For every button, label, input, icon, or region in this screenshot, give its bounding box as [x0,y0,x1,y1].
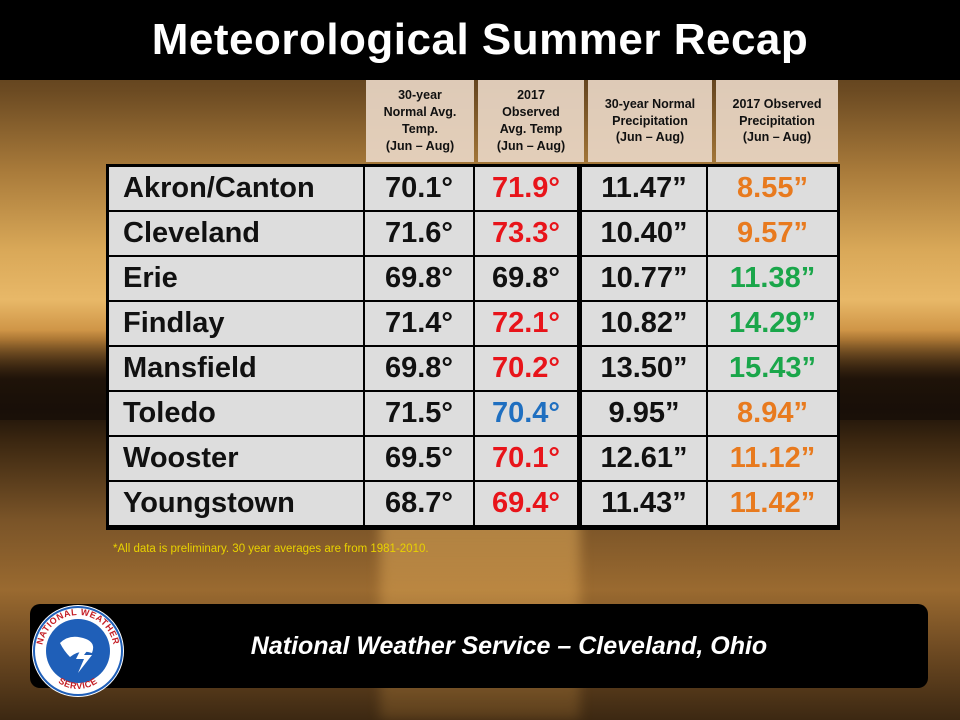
table-row: Mansfield 69.8° 70.2° 13.50” 15.43” [109,347,837,391]
normal-temp-cell: 70.1° [365,167,475,210]
city-cell: Wooster [109,437,365,480]
observed-precip-cell: 11.38” [708,257,837,300]
city-cell: Youngstown [109,482,365,525]
city-cell: Findlay [109,302,365,345]
normal-precip-cell: 11.47” [582,167,708,210]
header-normal-precip: 30-year Normal Precipitation (Jun – Aug) [588,80,712,162]
table-row: Erie 69.8° 69.8° 10.77” 11.38” [109,257,837,301]
city-cell: Mansfield [109,347,365,390]
header-observed-temp: 2017 Observed Avg. Temp (Jun – Aug) [478,80,584,162]
nws-logo-icon: NATIONAL WEATHER SERVICE [32,605,124,697]
table-row: Findlay 71.4° 72.1° 10.82” 14.29” [109,302,837,346]
header-observed-precip: 2017 Observed Precipitation (Jun – Aug) [716,80,838,162]
observed-precip-cell: 11.12” [708,437,837,480]
header-normal-temp: 30-year Normal Avg. Temp. (Jun – Aug) [366,80,474,162]
observed-precip-cell: 11.42” [708,482,837,525]
data-note: *All data is preliminary. 30 year averag… [113,543,429,555]
footer-text: National Weather Service – Cleveland, Oh… [250,631,768,660]
title-bar: Meteorological Summer Recap [0,0,960,80]
observed-precip-cell: 15.43” [708,347,837,390]
normal-temp-cell: 69.8° [365,347,475,390]
city-cell: Toledo [109,392,365,435]
logo-text-bottom: SERVICE [57,676,99,691]
observed-temp-cell: 71.9° [475,167,582,210]
normal-precip-cell: 9.95” [582,392,708,435]
observed-temp-cell: 70.1° [475,437,582,480]
normal-precip-cell: 10.77” [582,257,708,300]
normal-temp-cell: 69.8° [365,257,475,300]
normal-temp-cell: 69.5° [365,437,475,480]
observed-precip-cell: 8.94” [708,392,837,435]
city-cell: Akron/Canton [109,167,365,210]
observed-precip-cell: 9.57” [708,212,837,255]
normal-temp-cell: 68.7° [365,482,475,525]
table-row: Youngstown 68.7° 69.4° 11.43” 11.42” [109,482,837,526]
observed-precip-cell: 14.29” [708,302,837,345]
city-cell: Erie [109,257,365,300]
observed-precip-cell: 8.55” [708,167,837,210]
normal-precip-cell: 10.40” [582,212,708,255]
page-title: Meteorological Summer Recap [151,15,809,64]
header-observed-precip-label: 2017 Observed Precipitation (Jun – Aug) [732,96,822,145]
normal-temp-cell: 71.6° [365,212,475,255]
svg-text:SERVICE: SERVICE [57,676,99,691]
header-observed-temp-label: 2017 Observed Avg. Temp (Jun – Aug) [496,88,566,153]
observed-temp-cell: 69.4° [475,482,582,525]
normal-precip-cell: 13.50” [582,347,708,390]
observed-temp-cell: 72.1° [475,302,582,345]
table-row: Wooster 69.5° 70.1° 12.61” 11.12” [109,437,837,481]
city-cell: Cleveland [109,212,365,255]
header-normal-precip-label: 30-year Normal Precipitation (Jun – Aug) [604,96,696,145]
normal-precip-cell: 12.61” [582,437,708,480]
normal-precip-cell: 11.43” [582,482,708,525]
normal-temp-cell: 71.5° [365,392,475,435]
header-normal-temp-label: 30-year Normal Avg. Temp. (Jun – Aug) [383,88,457,153]
footer-bar: National Weather Service – Cleveland, Oh… [30,604,928,688]
observed-temp-cell: 69.8° [475,257,582,300]
table-row: Akron/Canton 70.1° 71.9° 11.47” 8.55” [109,167,837,211]
normal-temp-cell: 71.4° [365,302,475,345]
observed-temp-cell: 70.4° [475,392,582,435]
observed-temp-cell: 73.3° [475,212,582,255]
normal-precip-cell: 10.82” [582,302,708,345]
table-row: Toledo 71.5° 70.4° 9.95” 8.94” [109,392,837,436]
recap-table: Akron/Canton 70.1° 71.9° 11.47” 8.55” Clevela… [106,164,840,530]
table-row: Cleveland 71.6° 73.3° 10.40” 9.57” [109,212,837,256]
observed-temp-cell: 70.2° [475,347,582,390]
